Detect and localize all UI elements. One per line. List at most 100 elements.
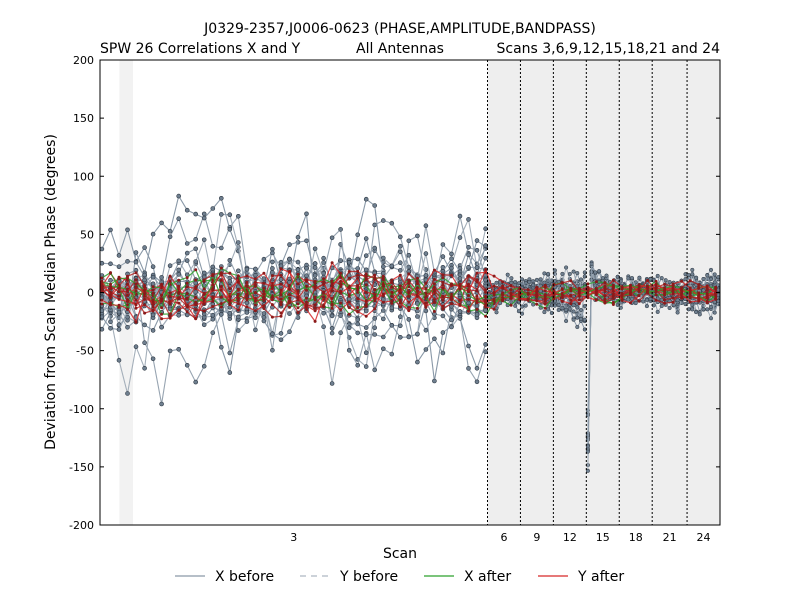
x-before-point — [219, 312, 224, 317]
after-point — [262, 289, 266, 293]
x-before-point — [705, 273, 710, 278]
x-before-point — [176, 267, 181, 273]
after-point — [637, 283, 641, 287]
x-before-point — [355, 362, 361, 368]
after-point — [126, 289, 129, 293]
after-point — [194, 317, 198, 321]
after-point — [364, 283, 368, 287]
after-point — [663, 298, 667, 302]
after-point — [594, 280, 598, 284]
x-axis-label: Scan — [383, 546, 417, 562]
after-point — [339, 290, 343, 294]
x-before-point — [244, 319, 250, 324]
x-before-point — [567, 306, 572, 311]
x-before-point — [201, 322, 207, 328]
after-point — [688, 296, 692, 300]
x-before-point — [397, 234, 403, 240]
after-point — [415, 289, 419, 293]
x-before-point — [295, 234, 301, 240]
x-before-point — [193, 289, 198, 295]
after-point — [441, 298, 445, 302]
after-point — [194, 287, 198, 290]
after-point — [322, 280, 326, 284]
x-before-point — [675, 298, 680, 303]
x-tick-label: 15 — [596, 531, 610, 544]
after-point — [415, 282, 419, 286]
after-point — [424, 281, 428, 285]
x-before-point — [363, 308, 369, 314]
x-before-point — [116, 357, 122, 363]
chart-title: J0329-2357,J0006-0623 (PHASE,AMPLITUDE,B… — [203, 21, 596, 37]
x-before-point — [440, 330, 446, 335]
x-before-point — [133, 250, 139, 255]
x-before-point — [372, 222, 378, 228]
after-point — [245, 297, 249, 301]
x-before-point — [423, 251, 429, 256]
x-before-point — [355, 256, 361, 262]
after-point — [100, 288, 104, 292]
after-point — [654, 279, 658, 283]
after-point — [501, 296, 505, 300]
after-point — [296, 272, 300, 276]
after-point — [543, 286, 547, 289]
after-point — [330, 284, 334, 288]
after-point — [219, 266, 223, 270]
after-point — [202, 309, 206, 313]
after-point — [151, 291, 155, 295]
after-point — [330, 289, 334, 293]
x-before-point — [159, 324, 164, 330]
after-point — [475, 288, 479, 292]
x-before-point — [193, 211, 198, 217]
after-point — [236, 302, 240, 306]
x-before-point — [389, 305, 395, 311]
x-before-point — [415, 331, 420, 337]
x-before-point — [227, 257, 233, 263]
after-point — [126, 300, 129, 303]
x-before-point — [150, 356, 156, 362]
x-before-point — [415, 359, 420, 365]
x-before-point — [683, 277, 688, 282]
y-tick-label: 200 — [73, 54, 94, 67]
after-point — [509, 284, 513, 288]
after-point — [296, 306, 300, 310]
x-before-point — [560, 306, 565, 311]
x-before-point — [655, 273, 660, 278]
x-before-point — [440, 242, 446, 247]
after-point — [390, 281, 394, 284]
after-point — [270, 315, 274, 319]
after-point — [296, 311, 300, 315]
x-before-point — [494, 310, 499, 315]
x-before-point — [694, 275, 699, 280]
x-before-point — [457, 235, 463, 240]
x-before-point — [449, 251, 454, 257]
x-before-point — [519, 277, 525, 282]
after-point — [245, 274, 249, 278]
x-before-point — [167, 348, 173, 354]
x-before-point — [449, 324, 454, 330]
x-before-point — [589, 261, 594, 266]
x-before-point — [125, 391, 130, 396]
x-before-point — [321, 310, 326, 316]
x-before-point — [538, 277, 543, 282]
x-before-point — [571, 269, 576, 274]
x-before-point — [167, 228, 173, 234]
x-before-point — [142, 272, 147, 278]
after-point — [441, 283, 445, 287]
after-point — [117, 277, 121, 281]
x-before-point — [705, 307, 710, 312]
after-point — [637, 294, 641, 298]
after-point — [373, 297, 377, 301]
x-before-point — [329, 381, 335, 386]
after-point — [577, 288, 581, 292]
x-before-point — [142, 365, 147, 371]
x-before-point — [219, 196, 224, 201]
after-point — [185, 292, 189, 296]
x-before-point — [193, 246, 198, 252]
after-point — [680, 296, 684, 300]
after-point — [450, 283, 453, 286]
after-point — [151, 303, 155, 307]
x-before-point — [585, 444, 590, 449]
after-point — [100, 302, 104, 306]
x-before-point — [406, 334, 412, 340]
after-point — [236, 298, 240, 302]
